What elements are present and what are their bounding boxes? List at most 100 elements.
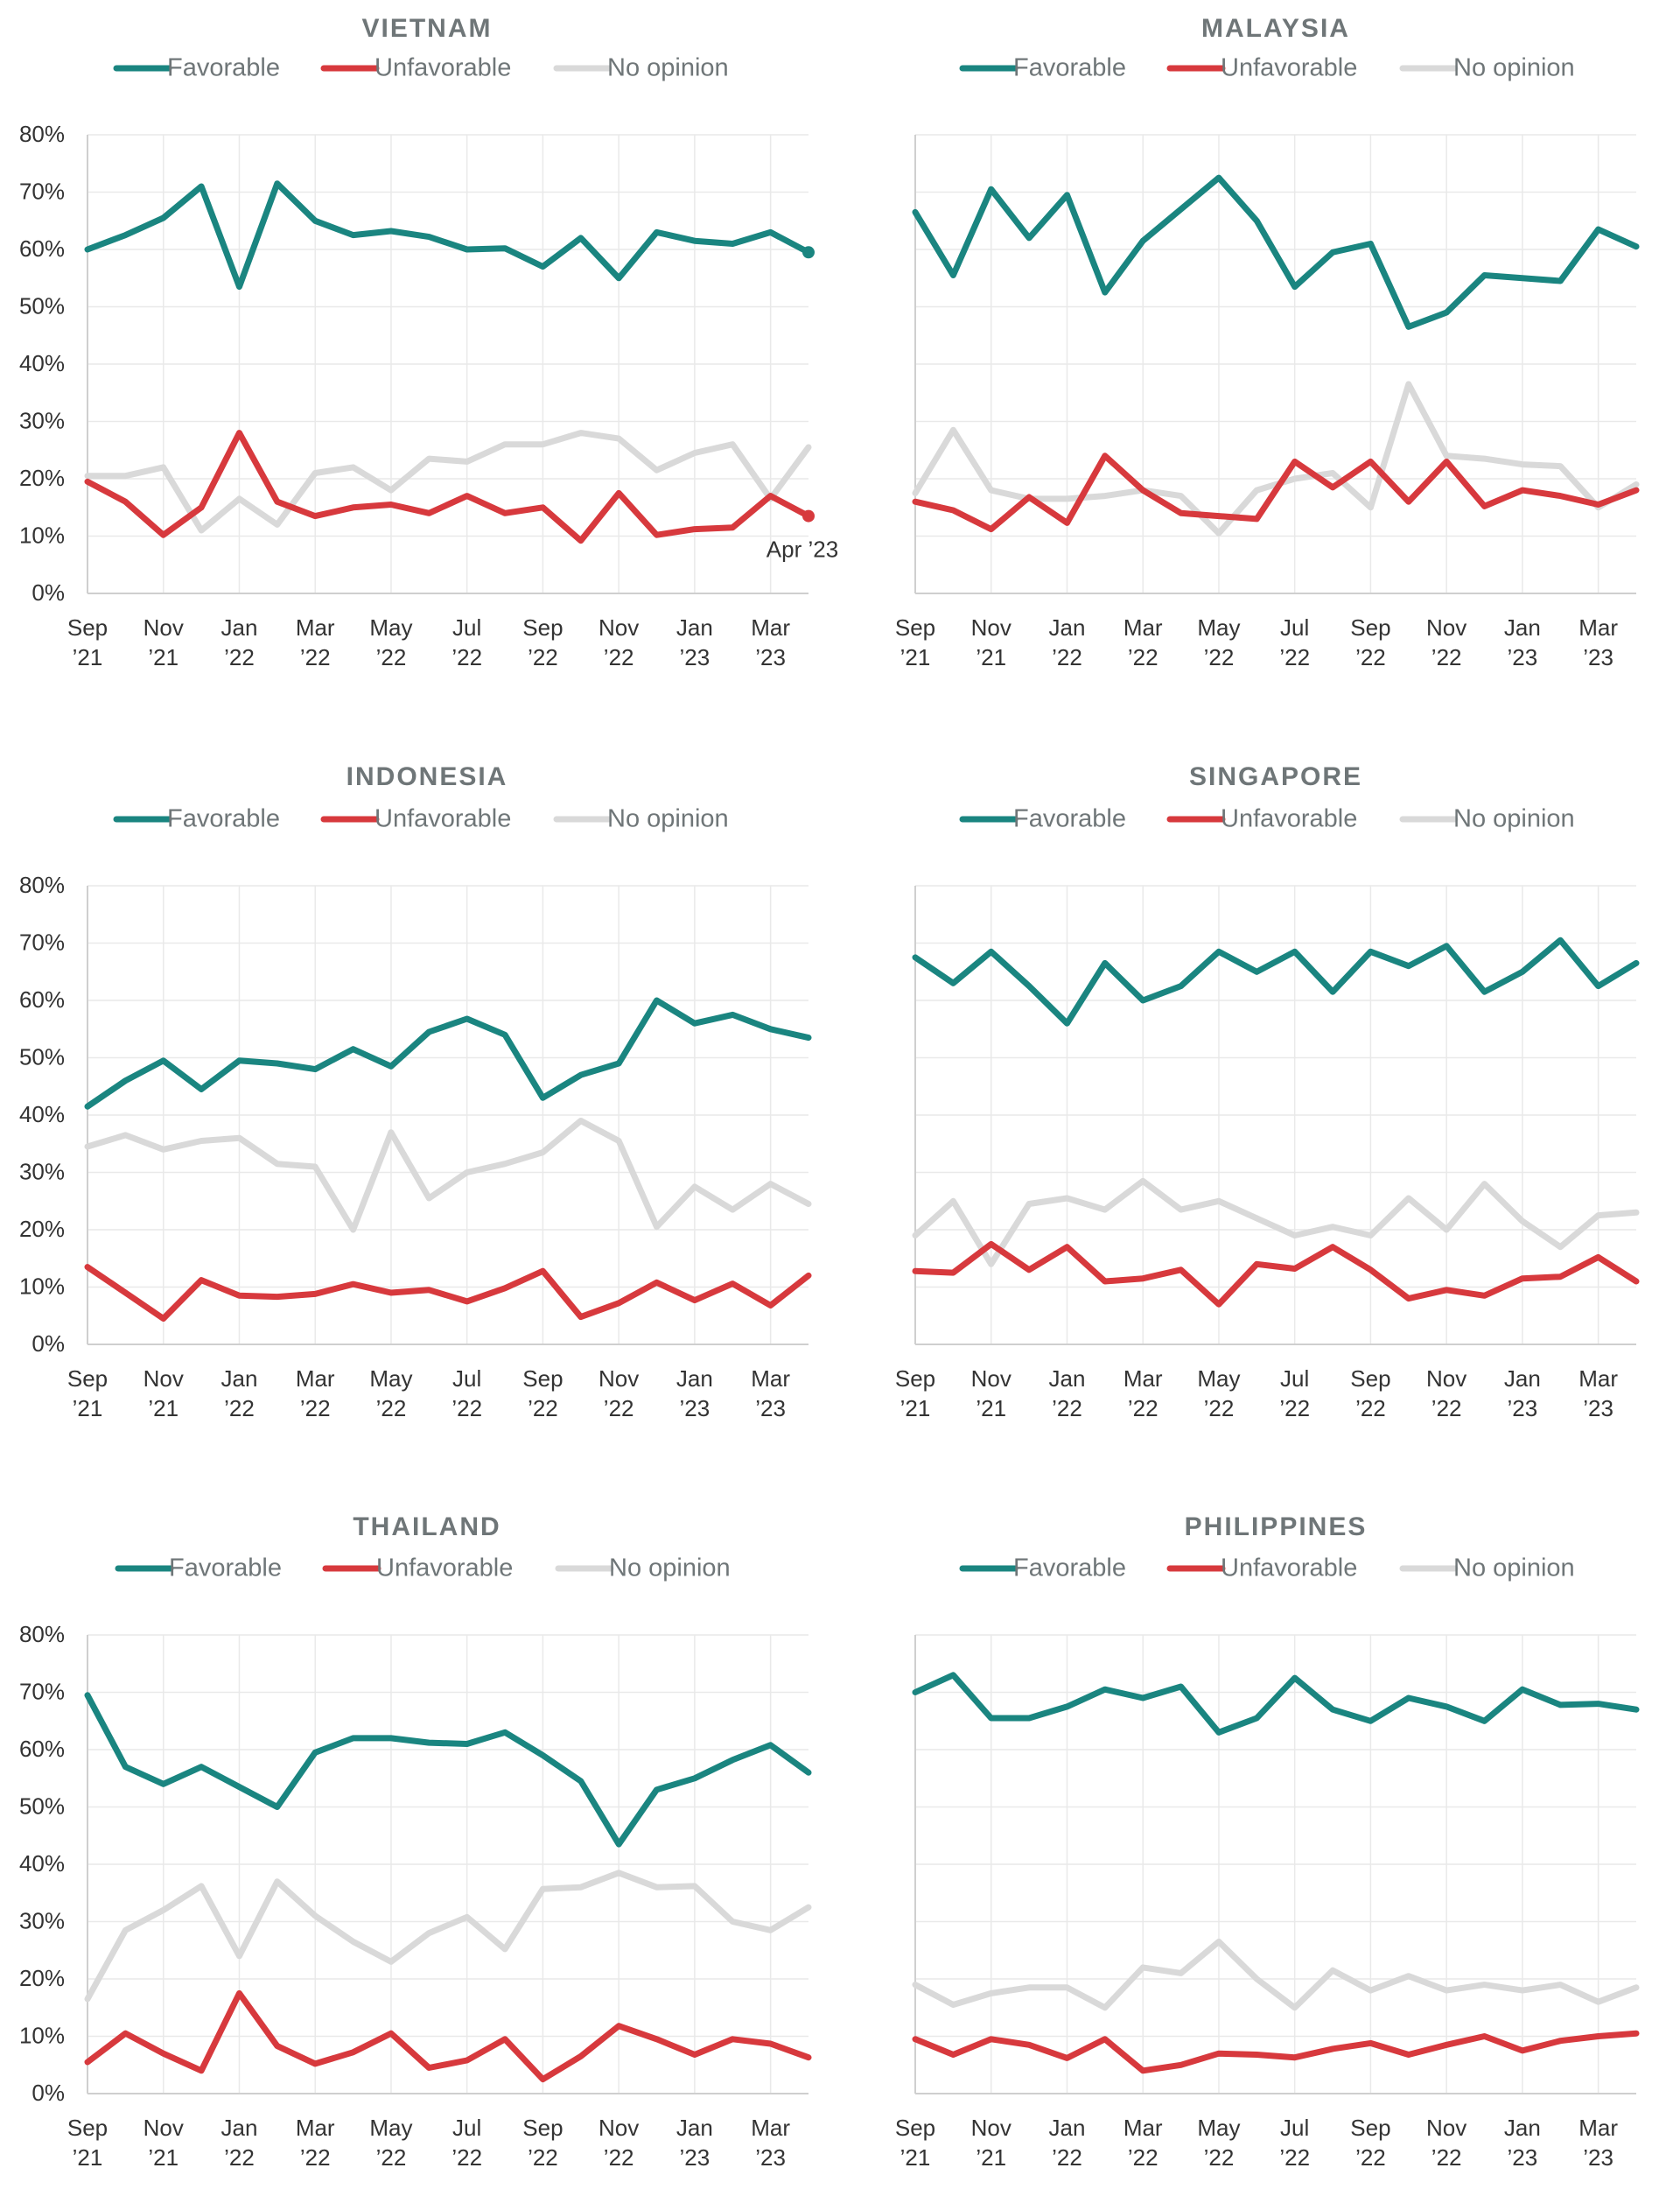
y-tick-label: 30% — [19, 1158, 65, 1184]
y-tick-label: 0% — [32, 579, 65, 606]
x-tick-label-year: ’22 — [1355, 2144, 1386, 2171]
x-tick-label-month: Jan — [676, 614, 713, 641]
x-tick-label-month: Jul — [1280, 614, 1309, 641]
x-tick-label-month: Sep — [1350, 2115, 1390, 2141]
series-line-no-opinion — [912, 1938, 1640, 2011]
x-tick-label-year: ’21 — [900, 2144, 931, 2171]
x-tick-label-year: ’22 — [1204, 1395, 1235, 1421]
x-tick-label-year: ’22 — [1432, 644, 1462, 670]
y-tick-label: 50% — [19, 292, 65, 319]
x-tick-label-month: Mar — [1578, 614, 1618, 641]
series-line-unfavorable — [912, 2030, 1640, 2074]
legend-label-favorable: Favorable — [167, 54, 280, 82]
legend-label-favorable: Favorable — [167, 805, 280, 833]
x-tick-label-year: ’21 — [900, 644, 931, 670]
chart-panel-thailand: THAILAND Favorable Unfavorable No opinion 0%… — [19, 1512, 812, 2171]
legend-label-unfavorable: Unfavorable — [374, 54, 511, 82]
endpoint-marker-favorable — [802, 246, 815, 259]
legend-label-no-opinion: No opinion — [609, 1554, 731, 1582]
y-tick-label: 20% — [19, 1965, 65, 1991]
x-tick-label-month: Mar — [296, 1365, 335, 1392]
chart-panel-malaysia: MALAYSIA Favorable Unfavorable No opinion Se… — [895, 14, 1640, 670]
y-tick-label: 70% — [19, 929, 65, 955]
x-tick-label-month: Jan — [676, 1365, 713, 1392]
x-tick-label-month: Jan — [1504, 1365, 1541, 1392]
x-tick-label-year: ’22 — [604, 2144, 634, 2171]
legend-label-unfavorable: Unfavorable — [1221, 805, 1357, 833]
x-tick-label-month: Mar — [1124, 614, 1163, 641]
legend-label-no-opinion: No opinion — [607, 54, 729, 82]
x-tick-label-month: Sep — [1350, 1365, 1390, 1392]
x-tick-label-month: Nov — [1426, 1365, 1466, 1392]
series-line-no-opinion — [84, 430, 812, 534]
y-tick-label: 80% — [19, 872, 65, 898]
legend-label-favorable: Favorable — [1013, 805, 1126, 833]
series-line-unfavorable — [84, 430, 812, 544]
legend-label-unfavorable: Unfavorable — [1221, 1554, 1357, 1582]
x-tick-label-month: Sep — [895, 1365, 935, 1392]
x-tick-label-year: ’23 — [1583, 2144, 1614, 2171]
chart-title: THAILAND — [353, 1512, 500, 1541]
series-line-no-opinion — [912, 381, 1640, 537]
series-line-favorable — [84, 180, 812, 291]
x-tick-label-month: Jan — [221, 2115, 258, 2141]
x-tick-label-month: May — [1197, 2115, 1240, 2141]
y-tick-label: 20% — [19, 1216, 65, 1242]
chart-title: VIETNAM — [362, 14, 493, 43]
x-tick-label-year: ’23 — [1583, 644, 1614, 670]
x-tick-label-year: ’23 — [1508, 644, 1538, 670]
x-tick-label-month: Mar — [296, 2115, 335, 2141]
y-tick-label: 30% — [19, 1907, 65, 1933]
x-tick-label-year: ’22 — [376, 1395, 407, 1421]
x-tick-label-year: ’23 — [755, 1395, 786, 1421]
x-tick-label-month: Sep — [895, 2115, 935, 2141]
x-tick-label-year: ’22 — [528, 1395, 558, 1421]
x-tick-label-year: ’22 — [1279, 2144, 1310, 2171]
series-line-favorable — [912, 174, 1640, 330]
x-tick-label-year: ’22 — [1128, 2144, 1158, 2171]
x-tick-label-month: Jan — [676, 2115, 713, 2141]
x-tick-label-month: Jan — [1504, 2115, 1541, 2141]
y-tick-label: 40% — [19, 350, 65, 376]
y-tick-label: 40% — [19, 1101, 65, 1127]
chart-panel-indonesia: INDONESIA Favorable Unfavorable No opinion 0… — [19, 762, 812, 1421]
x-tick-label-year: ’21 — [148, 2144, 178, 2171]
x-tick-label-year: ’21 — [976, 1395, 1006, 1421]
x-tick-label-year: ’22 — [452, 1395, 482, 1421]
y-tick-label: 60% — [19, 1736, 65, 1762]
x-tick-label-year: ’22 — [1279, 644, 1310, 670]
x-tick-label-month: Sep — [895, 614, 935, 641]
x-tick-label-year: ’22 — [224, 644, 255, 670]
chart-title: INDONESIA — [346, 762, 508, 791]
y-tick-label: 10% — [19, 1273, 65, 1299]
x-tick-label-month: Jan — [1049, 1365, 1086, 1392]
x-tick-label-month: Nov — [971, 1365, 1012, 1392]
x-tick-label-year: ’21 — [900, 1395, 931, 1421]
x-tick-label-year: ’22 — [1355, 1395, 1386, 1421]
x-tick-label-month: May — [369, 1365, 412, 1392]
x-tick-label-month: Mar — [1578, 2115, 1618, 2141]
x-tick-label-month: Sep — [1350, 614, 1390, 641]
y-tick-label: 80% — [19, 121, 65, 147]
series-line-favorable — [84, 997, 812, 1110]
y-tick-label: 20% — [19, 465, 65, 491]
x-tick-label-year: ’22 — [1432, 1395, 1462, 1421]
x-tick-label-year: ’22 — [1432, 2144, 1462, 2171]
x-tick-label-year: ’22 — [1355, 644, 1386, 670]
chart-title: SINGAPORE — [1189, 762, 1362, 791]
series-line-favorable — [912, 937, 1640, 1027]
x-tick-label-month: Nov — [598, 2115, 639, 2141]
chart-title: MALAYSIA — [1201, 14, 1350, 43]
x-tick-label-month: Jan — [221, 1365, 258, 1392]
endpoint-marker-unfavorable — [802, 509, 815, 523]
series-line-unfavorable — [912, 1240, 1640, 1308]
x-tick-label-year: ’21 — [976, 2144, 1006, 2171]
legend-label-unfavorable: Unfavorable — [1221, 54, 1357, 82]
legend-label-no-opinion: No opinion — [1453, 1554, 1575, 1582]
x-tick-label-month: Nov — [971, 2115, 1012, 2141]
series-line-unfavorable — [84, 1264, 812, 1322]
x-tick-label-year: ’22 — [300, 644, 331, 670]
y-tick-label: 0% — [32, 1330, 65, 1357]
x-tick-label-year: ’22 — [1204, 2144, 1235, 2171]
